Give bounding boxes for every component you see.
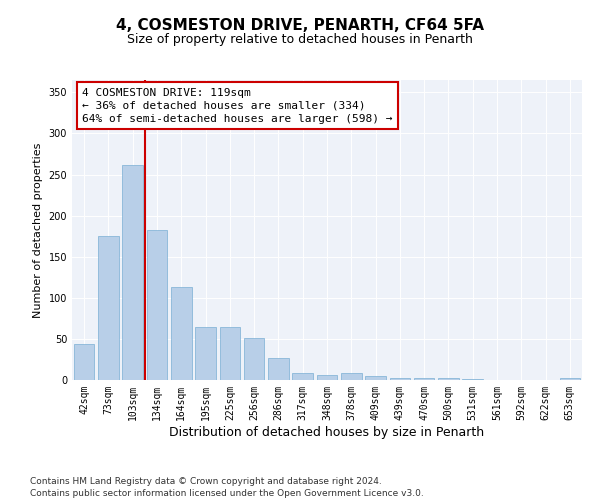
- Text: Size of property relative to detached houses in Penarth: Size of property relative to detached ho…: [127, 32, 473, 46]
- Bar: [560, 378, 580, 380]
- Bar: [268, 358, 289, 380]
- Bar: [365, 376, 386, 380]
- Bar: [122, 166, 143, 380]
- Text: 4, COSMESTON DRIVE, PENARTH, CF64 5FA: 4, COSMESTON DRIVE, PENARTH, CF64 5FA: [116, 18, 484, 32]
- Bar: [195, 326, 216, 380]
- Bar: [98, 236, 119, 380]
- Text: Contains HM Land Registry data © Crown copyright and database right 2024.
Contai: Contains HM Land Registry data © Crown c…: [30, 476, 424, 498]
- Bar: [171, 287, 191, 380]
- Bar: [317, 375, 337, 380]
- Text: 4 COSMESTON DRIVE: 119sqm
← 36% of detached houses are smaller (334)
64% of semi: 4 COSMESTON DRIVE: 119sqm ← 36% of detac…: [82, 88, 392, 124]
- X-axis label: Distribution of detached houses by size in Penarth: Distribution of detached houses by size …: [169, 426, 485, 438]
- Bar: [463, 379, 483, 380]
- Bar: [414, 378, 434, 380]
- Bar: [220, 326, 240, 380]
- Bar: [438, 378, 459, 380]
- Bar: [74, 344, 94, 380]
- Bar: [244, 338, 265, 380]
- Bar: [341, 372, 362, 380]
- Y-axis label: Number of detached properties: Number of detached properties: [33, 142, 43, 318]
- Bar: [146, 230, 167, 380]
- Bar: [389, 378, 410, 380]
- Bar: [292, 374, 313, 380]
